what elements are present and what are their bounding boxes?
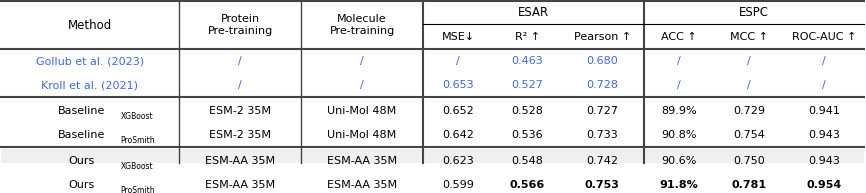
Text: MSE↓: MSE↓ [442, 32, 475, 42]
Text: Pearson ↑: Pearson ↑ [573, 32, 631, 42]
Text: Uni-Mol 48M: Uni-Mol 48M [327, 130, 397, 140]
Text: 0.548: 0.548 [511, 156, 543, 166]
Text: 0.527: 0.527 [511, 80, 543, 90]
Text: MCC ↑: MCC ↑ [730, 32, 768, 42]
Text: Baseline: Baseline [57, 130, 105, 140]
Text: ESM-2 35M: ESM-2 35M [209, 106, 271, 116]
Text: /: / [677, 80, 681, 90]
Text: 0.566: 0.566 [509, 180, 545, 190]
Text: /: / [238, 80, 242, 90]
Text: 0.528: 0.528 [511, 106, 543, 116]
Text: 0.652: 0.652 [443, 106, 474, 116]
Text: /: / [456, 56, 460, 66]
Text: 0.729: 0.729 [734, 106, 766, 116]
Text: /: / [823, 56, 826, 66]
Text: 0.754: 0.754 [734, 130, 765, 140]
Text: ESM-AA 35M: ESM-AA 35M [205, 156, 275, 166]
Text: ProSmith: ProSmith [120, 186, 155, 193]
Text: 0.680: 0.680 [586, 56, 618, 66]
Text: XGBoost: XGBoost [121, 162, 153, 171]
Text: 0.536: 0.536 [512, 130, 543, 140]
Text: ProSmith: ProSmith [120, 136, 155, 145]
Text: ESPC: ESPC [739, 6, 769, 19]
Text: Ours: Ours [68, 156, 94, 166]
Text: 90.6%: 90.6% [661, 156, 696, 166]
Text: Kroll et al. (2021): Kroll et al. (2021) [42, 80, 139, 90]
Text: 0.463: 0.463 [511, 56, 543, 66]
Text: ACC ↑: ACC ↑ [661, 32, 696, 42]
Text: /: / [238, 56, 242, 66]
Text: /: / [823, 80, 826, 90]
Text: 0.599: 0.599 [443, 180, 475, 190]
Text: /: / [747, 56, 751, 66]
Text: /: / [677, 56, 681, 66]
Text: ESAR: ESAR [518, 6, 549, 19]
Text: Baseline: Baseline [57, 106, 105, 116]
Text: 0.943: 0.943 [808, 156, 840, 166]
Text: ROC-AUC ↑: ROC-AUC ↑ [792, 32, 856, 42]
Text: 0.623: 0.623 [443, 156, 474, 166]
Text: ESM-2 35M: ESM-2 35M [209, 130, 271, 140]
Text: 0.733: 0.733 [586, 130, 618, 140]
Text: ESM-AA 35M: ESM-AA 35M [327, 180, 397, 190]
Text: 0.954: 0.954 [806, 180, 842, 190]
Text: 0.728: 0.728 [586, 80, 618, 90]
Text: Ours: Ours [68, 180, 94, 190]
Text: R² ↑: R² ↑ [514, 32, 540, 42]
Text: 89.9%: 89.9% [661, 106, 696, 116]
Text: 0.753: 0.753 [585, 180, 620, 190]
Text: ESM-AA 35M: ESM-AA 35M [205, 180, 275, 190]
Text: Gollub et al. (2023): Gollub et al. (2023) [36, 56, 144, 66]
Text: 91.8%: 91.8% [659, 180, 698, 190]
Text: Method: Method [68, 19, 112, 31]
Text: 0.742: 0.742 [586, 156, 618, 166]
Text: 0.653: 0.653 [443, 80, 474, 90]
Text: 90.8%: 90.8% [661, 130, 696, 140]
Text: /: / [360, 56, 364, 66]
Text: Protein
Pre-training: Protein Pre-training [207, 14, 273, 36]
Text: 0.941: 0.941 [808, 106, 840, 116]
Text: 0.943: 0.943 [808, 130, 840, 140]
Text: Uni-Mol 48M: Uni-Mol 48M [327, 106, 397, 116]
Text: 0.750: 0.750 [734, 156, 765, 166]
Bar [1, 149, 864, 193]
Text: 0.727: 0.727 [586, 106, 618, 116]
Text: Molecule
Pre-training: Molecule Pre-training [329, 14, 395, 36]
Text: /: / [360, 80, 364, 90]
Text: 0.781: 0.781 [732, 180, 766, 190]
Text: 0.642: 0.642 [443, 130, 475, 140]
Text: /: / [747, 80, 751, 90]
Text: XGBoost: XGBoost [121, 112, 153, 121]
Text: ESM-AA 35M: ESM-AA 35M [327, 156, 397, 166]
